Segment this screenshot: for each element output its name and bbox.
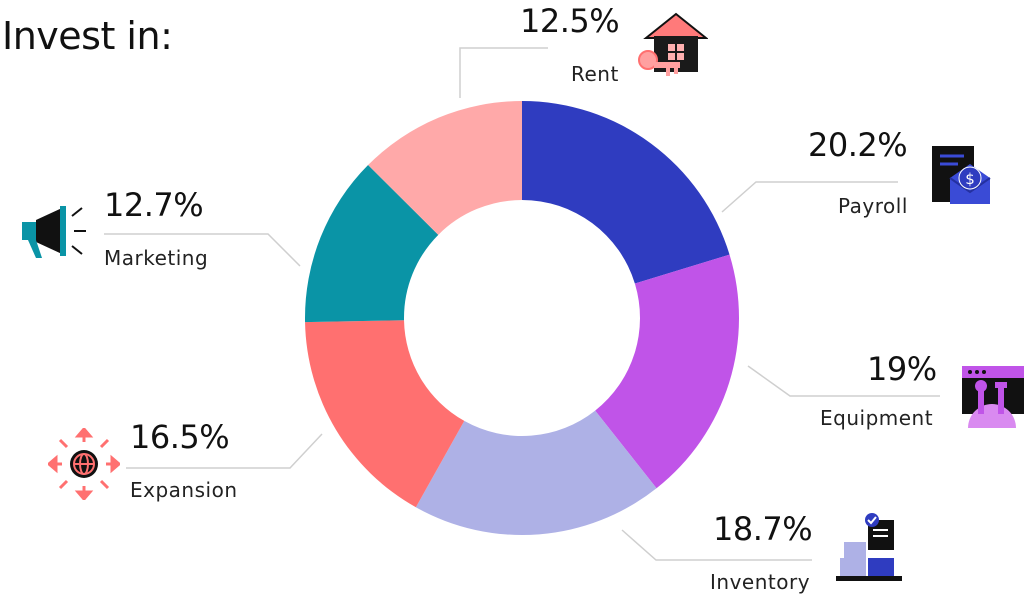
- leader-lines: [104, 47, 940, 561]
- leader-line-payroll: [721, 181, 898, 213]
- house-key-icon: [638, 12, 708, 76]
- value-label-rent: 12.5%: [520, 2, 620, 40]
- leader-line-equipment: [747, 365, 940, 397]
- equipment-tools-icon: [962, 366, 1024, 428]
- leader-line-marketing: [104, 233, 301, 267]
- donut-slices: [305, 101, 739, 535]
- expansion-globe-icon: [48, 428, 120, 500]
- payroll-envelope-icon: $: [932, 146, 991, 204]
- svg-text:$: $: [965, 170, 975, 188]
- value-label-inventory: 18.7%: [713, 510, 813, 548]
- category-label-expansion: Expansion: [130, 478, 238, 502]
- leader-line-expansion: [126, 433, 323, 469]
- megaphone-icon: [22, 206, 86, 258]
- category-label-inventory: Inventory: [710, 570, 811, 594]
- category-label-rent: Rent: [571, 62, 619, 86]
- value-label-marketing: 12.7%: [104, 186, 204, 224]
- category-label-payroll: Payroll: [838, 194, 908, 218]
- slice-expansion: [305, 320, 465, 508]
- slice-inventory: [415, 410, 657, 535]
- value-label-expansion: 16.5%: [130, 418, 230, 456]
- leader-line-inventory: [621, 529, 812, 561]
- slice-marketing: [305, 165, 439, 323]
- value-label-equipment: 19%: [867, 350, 937, 388]
- slice-payroll: [522, 101, 730, 284]
- value-label-payroll: 20.2%: [808, 126, 908, 164]
- slice-rent: [368, 101, 522, 235]
- category-label-marketing: Marketing: [104, 246, 209, 270]
- slice-equipment: [595, 254, 739, 489]
- category-label-equipment: Equipment: [820, 406, 934, 430]
- leader-line-rent: [459, 47, 548, 98]
- chart-title: Invest in:: [2, 14, 173, 58]
- inventory-boxes-icon: [836, 513, 902, 581]
